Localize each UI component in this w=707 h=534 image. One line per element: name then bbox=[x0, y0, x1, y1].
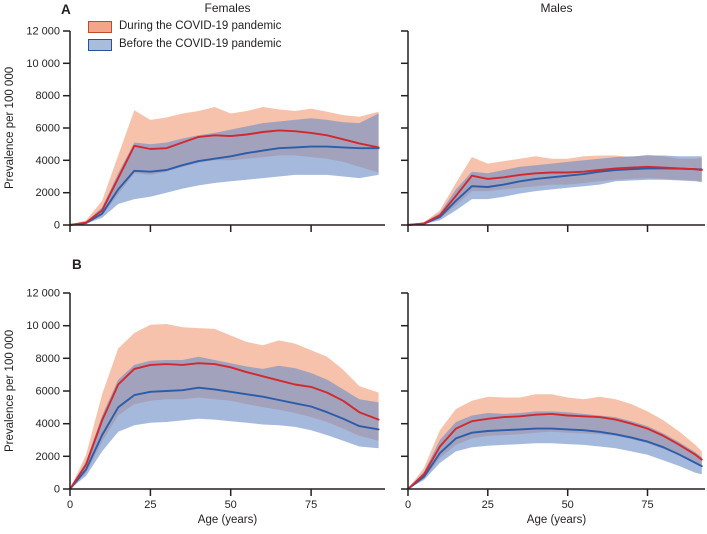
legend: During the COVID-19 pandemic Before the … bbox=[88, 20, 281, 51]
y-axis-title-panel-b: Prevalence per 100 000 bbox=[4, 329, 16, 453]
column-title-females: Females bbox=[204, 1, 251, 15]
band-before bbox=[70, 113, 379, 225]
x-axis-title-females: Age (years) bbox=[197, 514, 258, 526]
y-tick-label: 10 000 bbox=[26, 58, 60, 70]
x-tick-label: 0 bbox=[67, 499, 73, 511]
line-during bbox=[407, 165, 703, 226]
legend-label-during: During the COVID-19 pandemic bbox=[119, 20, 282, 32]
y-tick-label: 8000 bbox=[36, 353, 60, 365]
axes bbox=[63, 30, 385, 232]
chart-panel-b-males: 0 25 50 75 bbox=[401, 292, 705, 511]
y-tick-label: 12 000 bbox=[26, 288, 60, 300]
legend-item-before: Before the COVID-19 pandemic bbox=[88, 38, 281, 51]
y-tick-label: 10 000 bbox=[26, 320, 60, 332]
y-tick-label: 8000 bbox=[36, 90, 60, 102]
chart-panel-a-females: 0 2000 4000 6000 8000 10 000 12 000 bbox=[26, 26, 385, 232]
y-tick-label: 12 000 bbox=[26, 26, 60, 38]
y-tick-label: 4000 bbox=[36, 155, 60, 167]
band-before bbox=[70, 356, 379, 489]
column-title-males: Males bbox=[540, 1, 573, 15]
legend-item-during: During the COVID-19 pandemic bbox=[88, 20, 281, 33]
line-before bbox=[69, 386, 380, 490]
y-axis-title-panel-a: Prevalence per 100 000 bbox=[4, 66, 16, 190]
panel-b-label: B bbox=[72, 257, 82, 272]
x-axis-title-males: Age (years) bbox=[526, 514, 587, 526]
line-during bbox=[69, 362, 380, 490]
legend-swatch-during bbox=[88, 20, 112, 33]
axes bbox=[401, 30, 705, 232]
line-during bbox=[69, 129, 380, 226]
legend-label-before: Before the COVID-19 pandemic bbox=[119, 38, 282, 50]
line-before bbox=[407, 427, 703, 490]
y-tick-label: 2000 bbox=[36, 187, 60, 199]
x-tick-label: 50 bbox=[562, 499, 574, 511]
y-tick-label: 6000 bbox=[36, 386, 60, 398]
x-tick-label: 25 bbox=[144, 499, 156, 511]
chart-panel-a-males bbox=[401, 30, 705, 232]
y-tick-label: 6000 bbox=[36, 123, 60, 135]
legend-swatch-before bbox=[88, 38, 112, 51]
line-before bbox=[69, 145, 380, 226]
axes bbox=[401, 292, 705, 496]
x-tick-label: 0 bbox=[405, 499, 411, 511]
panel-a-label: A bbox=[61, 2, 71, 17]
x-tick-label: 50 bbox=[225, 499, 237, 511]
y-tick-label: 2000 bbox=[36, 451, 60, 463]
axes bbox=[63, 292, 385, 496]
x-tick-label: 75 bbox=[305, 499, 317, 511]
x-tick-label: 75 bbox=[641, 499, 653, 511]
y-tick-label: 0 bbox=[54, 484, 60, 496]
line-during bbox=[407, 412, 703, 490]
y-tick-label: 0 bbox=[54, 220, 60, 232]
y-tick-label: 4000 bbox=[36, 418, 60, 430]
band-before bbox=[408, 155, 702, 225]
x-tick-label: 25 bbox=[482, 499, 494, 511]
chart-panel-b-females: 0 2000 4000 6000 8000 10 000 12 000 0 25 50 75 bbox=[26, 288, 385, 511]
